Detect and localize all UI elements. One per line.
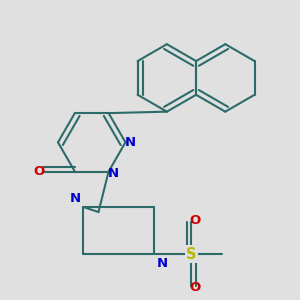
Text: N: N [124, 136, 136, 149]
Text: N: N [157, 257, 168, 270]
Text: O: O [189, 214, 201, 227]
Text: O: O [34, 165, 45, 178]
Text: O: O [189, 281, 201, 294]
Text: N: N [70, 191, 81, 205]
Text: N: N [108, 167, 119, 180]
Text: S: S [186, 247, 196, 262]
